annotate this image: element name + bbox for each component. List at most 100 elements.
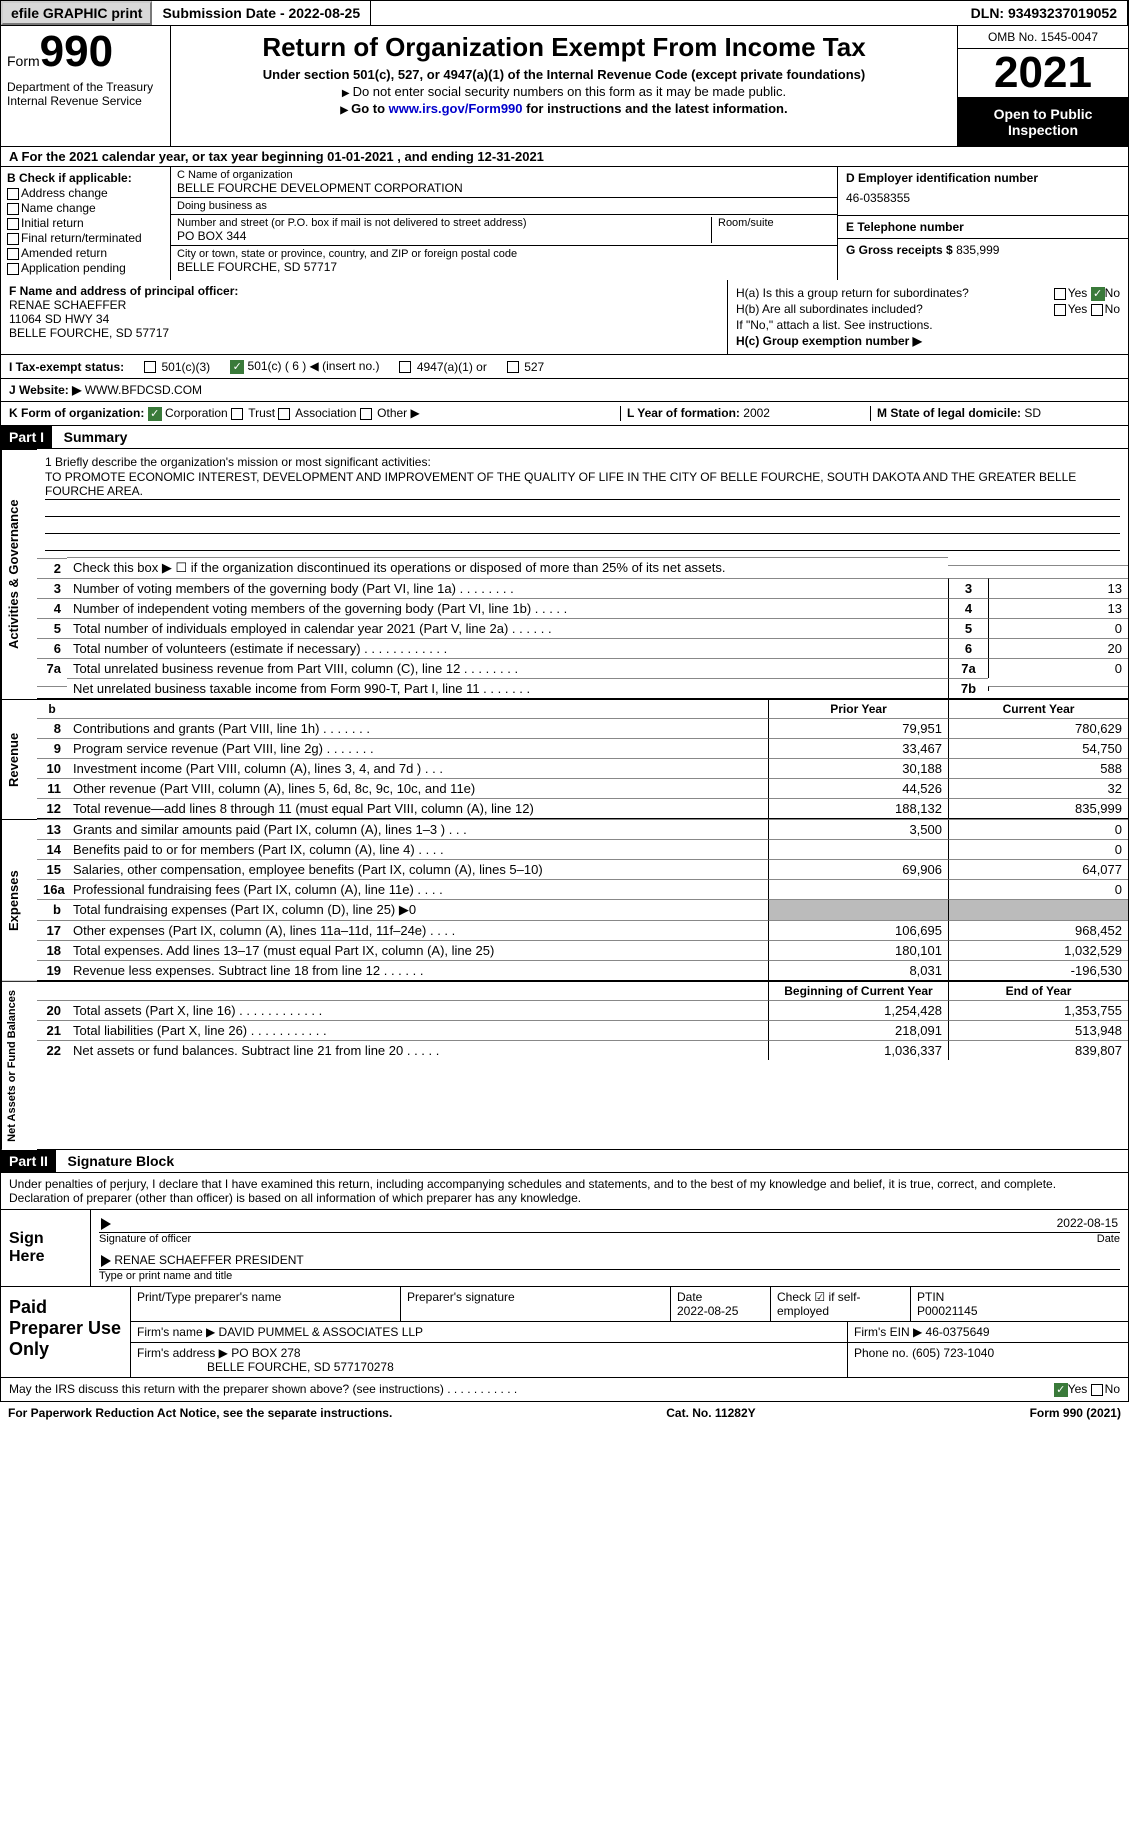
ha-label: H(a) Is this a group return for subordin…: [736, 286, 969, 300]
cb-501c-checked[interactable]: ✓: [230, 360, 244, 374]
cb-4947[interactable]: [399, 361, 411, 373]
prep-date-label: Date: [677, 1290, 702, 1304]
city: BELLE FOURCHE, SD 57717: [177, 260, 831, 274]
revenue-line: 8Contributions and grants (Part VIII, li…: [37, 718, 1128, 738]
form-header: Form990 Department of the Treasury Inter…: [0, 26, 1129, 147]
cb-corp-checked[interactable]: ✓: [148, 407, 162, 421]
subtitle: Under section 501(c), 527, or 4947(a)(1)…: [181, 67, 947, 82]
penalty-text: Under penalties of perjury, I declare th…: [1, 1173, 1128, 1209]
gov-line: 6Total number of volunteers (estimate if…: [37, 638, 1128, 658]
part2-bar: Part II Signature Block: [0, 1150, 1129, 1173]
footer: For Paperwork Reduction Act Notice, see …: [0, 1402, 1129, 1424]
sig-date: 2022-08-15: [1057, 1216, 1118, 1230]
cb-address-change[interactable]: Address change: [7, 186, 164, 200]
discuss-yes-checked[interactable]: ✓: [1054, 1383, 1068, 1397]
sig-date-label: Date: [1097, 1233, 1120, 1245]
tax-status-row: I Tax-exempt status: 501(c)(3) ✓ 501(c) …: [0, 355, 1129, 379]
goto-line: Go to www.irs.gov/Form990 for instructio…: [181, 101, 947, 116]
officer-info: F Name and address of principal officer:…: [1, 280, 728, 354]
officer-addr2: BELLE FOURCHE, SD 57717: [9, 326, 169, 340]
top-bar: efile GRAPHIC print Submission Date - 20…: [0, 0, 1129, 26]
irs-link[interactable]: www.irs.gov/Form990: [389, 101, 523, 116]
gov-line: 4Number of independent voting members of…: [37, 598, 1128, 618]
org-info-grid: B Check if applicable: Address change Na…: [0, 167, 1129, 280]
cb-final-return[interactable]: Final return/terminated: [7, 231, 164, 245]
efile-print-button[interactable]: efile GRAPHIC print: [1, 1, 152, 25]
firm-addr2: BELLE FOURCHE, SD 577170278: [207, 1360, 394, 1374]
org-name: BELLE FOURCHE DEVELOPMENT CORPORATION: [177, 181, 831, 195]
cb-other[interactable]: [360, 408, 372, 420]
year-formation-label: L Year of formation:: [627, 406, 740, 420]
ha-no-checked[interactable]: ✓: [1091, 287, 1105, 301]
omb-number: OMB No. 1545-0047: [958, 26, 1128, 49]
netasset-line: 20Total assets (Part X, line 16) . . . .…: [37, 1000, 1128, 1020]
cb-initial-return[interactable]: Initial return: [7, 216, 164, 230]
ein-column: D Employer identification number 46-0358…: [838, 167, 1128, 280]
goto-post: for instructions and the latest informat…: [523, 101, 788, 116]
netasset-line: 22Net assets or fund balances. Subtract …: [37, 1040, 1128, 1060]
prior-year-header: Prior Year: [768, 699, 948, 718]
firm-name: DAVID PUMMEL & ASSOCIATES LLP: [219, 1325, 424, 1339]
firm-name-label: Firm's name ▶: [137, 1325, 215, 1339]
year-formation: 2002: [743, 406, 770, 420]
hb-yes[interactable]: [1054, 304, 1066, 316]
preparer-label: Paid Preparer Use Only: [1, 1287, 131, 1377]
tax-year: 2021: [958, 49, 1128, 98]
addr-label: Number and street (or P.O. box if mail i…: [177, 217, 711, 229]
cb-app-pending[interactable]: Application pending: [7, 261, 164, 275]
dba-row: Doing business as: [171, 198, 837, 215]
expenses-content: 13Grants and similar amounts paid (Part …: [37, 819, 1128, 981]
year-block: OMB No. 1545-0047 2021 Open to Public In…: [958, 26, 1128, 146]
form-title: Return of Organization Exempt From Incom…: [181, 32, 947, 63]
cb-527[interactable]: [507, 361, 519, 373]
check-b-label: B Check if applicable:: [7, 171, 164, 185]
vlabel-expenses: Expenses: [1, 819, 37, 981]
expense-line: 17Other expenses (Part IX, column (A), l…: [37, 920, 1128, 940]
k-form-row: K Form of organization: ✓ Corporation Tr…: [0, 402, 1129, 426]
cb-assoc[interactable]: [278, 408, 290, 420]
website-value: WWW.BFDCSD.COM: [85, 383, 202, 397]
netasset-line: 21Total liabilities (Part X, line 26) . …: [37, 1020, 1128, 1040]
name-column: C Name of organization BELLE FOURCHE DEV…: [171, 167, 838, 280]
cb-trust[interactable]: [231, 408, 243, 420]
kform-label: K Form of organization:: [9, 406, 144, 420]
open-public: Open to Public Inspection: [958, 98, 1128, 146]
part2-label: Part II: [1, 1150, 56, 1172]
gov-line: 3Number of voting members of the governi…: [37, 578, 1128, 598]
officer-addr1: 11064 SD HWY 34: [9, 312, 109, 326]
cb-name-change[interactable]: Name change: [7, 201, 164, 215]
title-block: Return of Organization Exempt From Incom…: [171, 26, 958, 146]
vlabel-netassets: Net Assets or Fund Balances: [1, 981, 37, 1150]
revenue-content: b Prior Year Current Year 8Contributions…: [37, 699, 1128, 819]
cb-amended[interactable]: Amended return: [7, 246, 164, 260]
expense-line: 14Benefits paid to or for members (Part …: [37, 839, 1128, 859]
sig-typed-label: Type or print name and title: [99, 1270, 1120, 1282]
website-row: J Website: ▶ WWW.BFDCSD.COM: [0, 379, 1129, 402]
part1-label: Part I: [1, 426, 52, 448]
revenue-line: 9Program service revenue (Part VIII, lin…: [37, 738, 1128, 758]
cat-no: Cat. No. 11282Y: [666, 1406, 755, 1420]
sig-officer-label: Signature of officer: [99, 1233, 191, 1245]
revenue-header: b Prior Year Current Year: [37, 699, 1128, 718]
net-header: Beginning of Current Year End of Year: [37, 981, 1128, 1000]
check-b-column: B Check if applicable: Address change Na…: [1, 167, 171, 280]
cb-501c3[interactable]: [144, 361, 156, 373]
submission-date: Submission Date - 2022-08-25: [152, 1, 371, 25]
gross-cell: G Gross receipts $ 835,999: [838, 239, 1128, 261]
ha-yes[interactable]: [1054, 288, 1066, 300]
line-2: 2Check this box ▶ ☐ if the organization …: [37, 557, 1128, 578]
city-label: City or town, state or province, country…: [177, 248, 831, 260]
state-value: SD: [1024, 406, 1041, 420]
firm-addr1: PO BOX 278: [231, 1346, 300, 1360]
phone-label: Phone no.: [854, 1346, 909, 1360]
vlabel-revenue: Revenue: [1, 699, 37, 819]
ein-label: D Employer identification number: [846, 171, 1120, 185]
hb-label: H(b) Are all subordinates included?: [736, 302, 923, 316]
website-label: J Website: ▶: [9, 383, 81, 397]
expense-line: 16aProfessional fundraising fees (Part I…: [37, 879, 1128, 899]
dln: DLN: 93493237019052: [961, 1, 1128, 25]
sig-fields: 2022-08-15 Signature of officer Date REN…: [91, 1210, 1128, 1286]
discuss-no[interactable]: [1091, 1384, 1103, 1396]
row-a-period: A For the 2021 calendar year, or tax yea…: [0, 147, 1129, 167]
hb-no[interactable]: [1091, 304, 1103, 316]
